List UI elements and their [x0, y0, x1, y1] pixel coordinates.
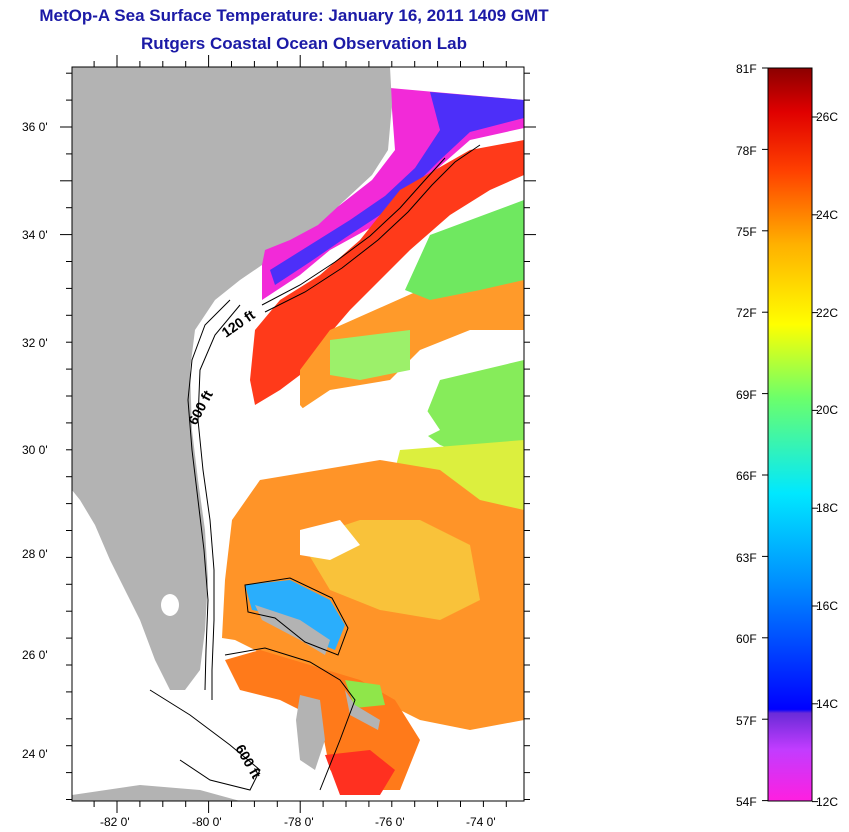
contour-florida-shelf — [187, 299, 231, 691]
f-label: 81F — [736, 62, 757, 76]
c-label: 18C — [816, 501, 838, 515]
lat-label: 36 0' — [22, 120, 48, 134]
f-label: 54F — [736, 795, 757, 809]
c-label: 26C — [816, 110, 838, 124]
longitude-axis: -82 0' -80 0' -78 0' -76 0' -74 0' — [100, 815, 496, 829]
cloud-gap-2 — [250, 405, 330, 470]
bahama-bank-cold — [245, 580, 345, 650]
map-ticks — [60, 55, 536, 813]
colorbar: 81F 78F 75F 72F 69F 66F 63F 60F 57F 54F … — [736, 62, 838, 809]
gulf-stream-band — [250, 140, 524, 405]
lat-label: 30 0' — [22, 443, 48, 457]
sst-swath — [222, 88, 524, 795]
lake-okeechobee — [161, 594, 179, 616]
lat-label: 24 0' — [22, 747, 48, 761]
f-label: 75F — [736, 225, 757, 239]
f-label: 63F — [736, 551, 757, 565]
f-label: 72F — [736, 306, 757, 320]
lat-label: 32 0' — [22, 336, 48, 350]
c-label: 24C — [816, 208, 838, 222]
cloud-gap-1 — [355, 400, 440, 450]
c-label: 16C — [816, 599, 838, 613]
bahamas-andros — [296, 695, 325, 770]
lon-label: -74 0' — [466, 815, 496, 829]
blue-front — [270, 92, 524, 285]
contour-600ft — [264, 144, 481, 313]
cloud-gap-3 — [300, 520, 360, 560]
offshore-green-mid — [330, 330, 410, 380]
bahamas-eleuthera — [345, 690, 380, 730]
f-label: 57F — [736, 714, 757, 728]
f-label: 78F — [736, 144, 757, 158]
f-label: 66F — [736, 469, 757, 483]
contour-south-bank — [224, 647, 356, 791]
map-subtitle: Rutgers Coastal Ocean Observation Lab — [141, 34, 467, 53]
bathymetry-contours — [149, 144, 481, 791]
contour-florida-shelf-outer — [197, 304, 241, 700]
map-frame — [71, 66, 525, 802]
lon-label: -82 0' — [100, 815, 130, 829]
contour-keys — [149, 689, 261, 791]
contour-120ft — [261, 157, 446, 306]
f-label: 69F — [736, 388, 757, 402]
far-south-red — [325, 750, 395, 795]
colorbar-celsius-labels: 26C 24C 22C 20C 18C 16C 14C 12C — [816, 110, 838, 809]
colorbar-gradient — [767, 67, 813, 802]
colorbar-fahrenheit-labels: 81F 78F 75F 72F 69F 66F 63F 60F 57F 54F — [736, 62, 757, 809]
us-east-coast — [72, 67, 392, 690]
contour-bahama-bank — [244, 577, 349, 656]
colorbar-ticks — [762, 67, 818, 803]
lon-label: -80 0' — [192, 815, 222, 829]
c-label: 20C — [816, 403, 838, 417]
map-area: 120 ft 600 ft 600 ft — [72, 67, 524, 801]
lon-label: -78 0' — [284, 815, 314, 829]
offshore-green-north — [405, 200, 524, 300]
c-label: 22C — [816, 306, 838, 320]
lat-label: 34 0' — [22, 228, 48, 242]
lat-label: 28 0' — [22, 547, 48, 561]
c-label: 12C — [816, 795, 838, 809]
map-title: MetOp-A Sea Surface Temperature: January… — [39, 6, 549, 25]
c-label: 14C — [816, 697, 838, 711]
lat-label: 26 0' — [22, 648, 48, 662]
f-label: 60F — [736, 632, 757, 646]
latitude-axis: 36 0' 34 0' 32 0' 30 0' 28 0' 26 0' 24 0… — [22, 120, 48, 761]
lon-label: -76 0' — [375, 815, 405, 829]
cuba-coast — [72, 785, 240, 801]
